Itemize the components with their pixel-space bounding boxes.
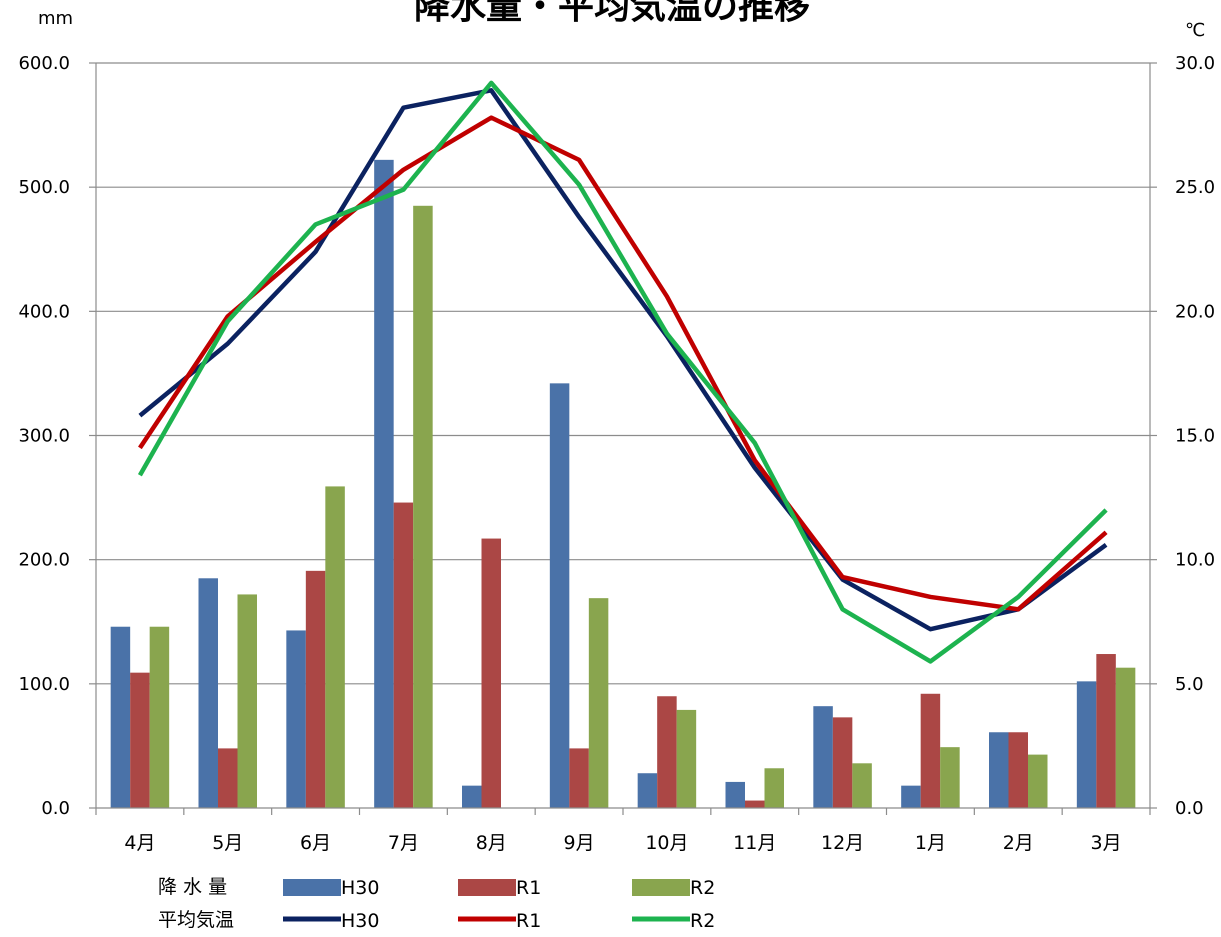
bar-h30: [637, 773, 658, 808]
bar-r2: [413, 205, 433, 809]
legend-swatch-h30: [283, 879, 341, 896]
y-right-tick-label: 0.0: [1175, 798, 1204, 819]
y-right-tick-label: 5.0: [1175, 674, 1204, 695]
bar-r1: [569, 748, 589, 808]
y-right-tick-label: 20.0: [1175, 301, 1215, 322]
legend-line-label: 平均気温: [158, 909, 234, 931]
y-left-tick-label: 200.0: [18, 550, 70, 571]
bar-h30: [198, 578, 218, 808]
bar-r1: [745, 800, 765, 808]
x-tick-label: 2月: [1003, 832, 1034, 854]
bar-h30: [374, 159, 394, 809]
bar-r1: [920, 693, 941, 808]
y-left-tick-label: 100.0: [18, 674, 70, 695]
y-right-tick-label: 25.0: [1175, 177, 1215, 198]
bar-h30: [286, 630, 306, 808]
temperature-lines: [137, 80, 1108, 664]
bar-h30: [549, 383, 570, 808]
bar-r2: [237, 594, 257, 808]
bars: [110, 159, 1136, 809]
bar-r2: [852, 763, 872, 808]
bar-r1: [1008, 732, 1028, 808]
y-left-tick-label: 500.0: [18, 177, 70, 198]
bar-h30: [1076, 681, 1097, 808]
bar-r2: [149, 626, 170, 808]
gridlines: [96, 62, 1150, 685]
legend-line-name: H30: [341, 910, 379, 932]
bar-r1: [1096, 654, 1116, 808]
x-tick-label: 5月: [212, 832, 243, 854]
y-left-tick-label: 400.0: [18, 301, 70, 322]
x-tick-label: 11月: [733, 832, 776, 854]
y-right-unit: ℃: [1185, 20, 1205, 41]
bar-r1: [130, 672, 150, 808]
legend-bar-name: H30: [341, 877, 379, 899]
x-tick-label: 10月: [645, 832, 688, 854]
bar-h30: [110, 626, 131, 808]
bar-r2: [764, 768, 784, 808]
x-tick-label: 4月: [124, 832, 155, 854]
x-tick-label: 3月: [1091, 832, 1122, 854]
bar-r1: [393, 502, 414, 808]
axes: 0.0 0.0 100.0 5.0 200.0 10.0 300.0 15.0 400.0 20.…: [18, 53, 1215, 854]
legend-bar-name: R2: [690, 877, 715, 899]
bar-r1: [218, 748, 238, 808]
bar-h30: [813, 706, 833, 808]
bar-r2: [588, 598, 609, 808]
line-h30: [138, 88, 1108, 632]
y-left-unit: mm: [38, 8, 73, 29]
bar-h30: [989, 732, 1009, 808]
line-r2: [137, 80, 1108, 664]
bar-r1: [832, 717, 853, 808]
bar-r1: [481, 538, 501, 808]
bar-r2: [325, 486, 345, 808]
y-right-tick-label: 10.0: [1175, 550, 1215, 571]
x-tick-label: 9月: [564, 832, 595, 854]
y-right-tick-label: 30.0: [1175, 53, 1215, 74]
bar-r1: [305, 570, 326, 808]
bar-h30: [725, 781, 745, 808]
legend-bar-name: R1: [516, 877, 541, 899]
bar-r2: [1115, 667, 1136, 808]
line-r1: [138, 115, 1108, 612]
legend-swatch-r2: [632, 879, 690, 896]
bar-r2: [676, 709, 697, 808]
bar-r1: [657, 696, 677, 808]
y-left-tick-label: 300.0: [18, 426, 70, 447]
legend-line-name: R1: [516, 910, 541, 932]
x-tick-label: 12月: [821, 832, 864, 854]
x-tick-label: 6月: [300, 832, 331, 854]
bar-h30: [901, 785, 921, 808]
legend-line-name: R2: [690, 910, 715, 932]
bar-r2: [1028, 754, 1048, 808]
x-tick-label: 1月: [915, 832, 946, 854]
y-left-tick-label: 600.0: [18, 53, 70, 74]
x-tick-label: 7月: [388, 832, 419, 854]
y-right-tick-label: 15.0: [1175, 426, 1215, 447]
legend-swatch-r1: [458, 879, 516, 896]
chart-title: 降水量・平均気温の推移: [414, 0, 810, 27]
bar-r2: [940, 747, 960, 808]
y-left-tick-label: 0.0: [41, 798, 70, 819]
bar-h30: [462, 785, 482, 808]
x-tick-label: 8月: [476, 832, 507, 854]
legend-bar-label: 降 水 量: [158, 876, 227, 898]
